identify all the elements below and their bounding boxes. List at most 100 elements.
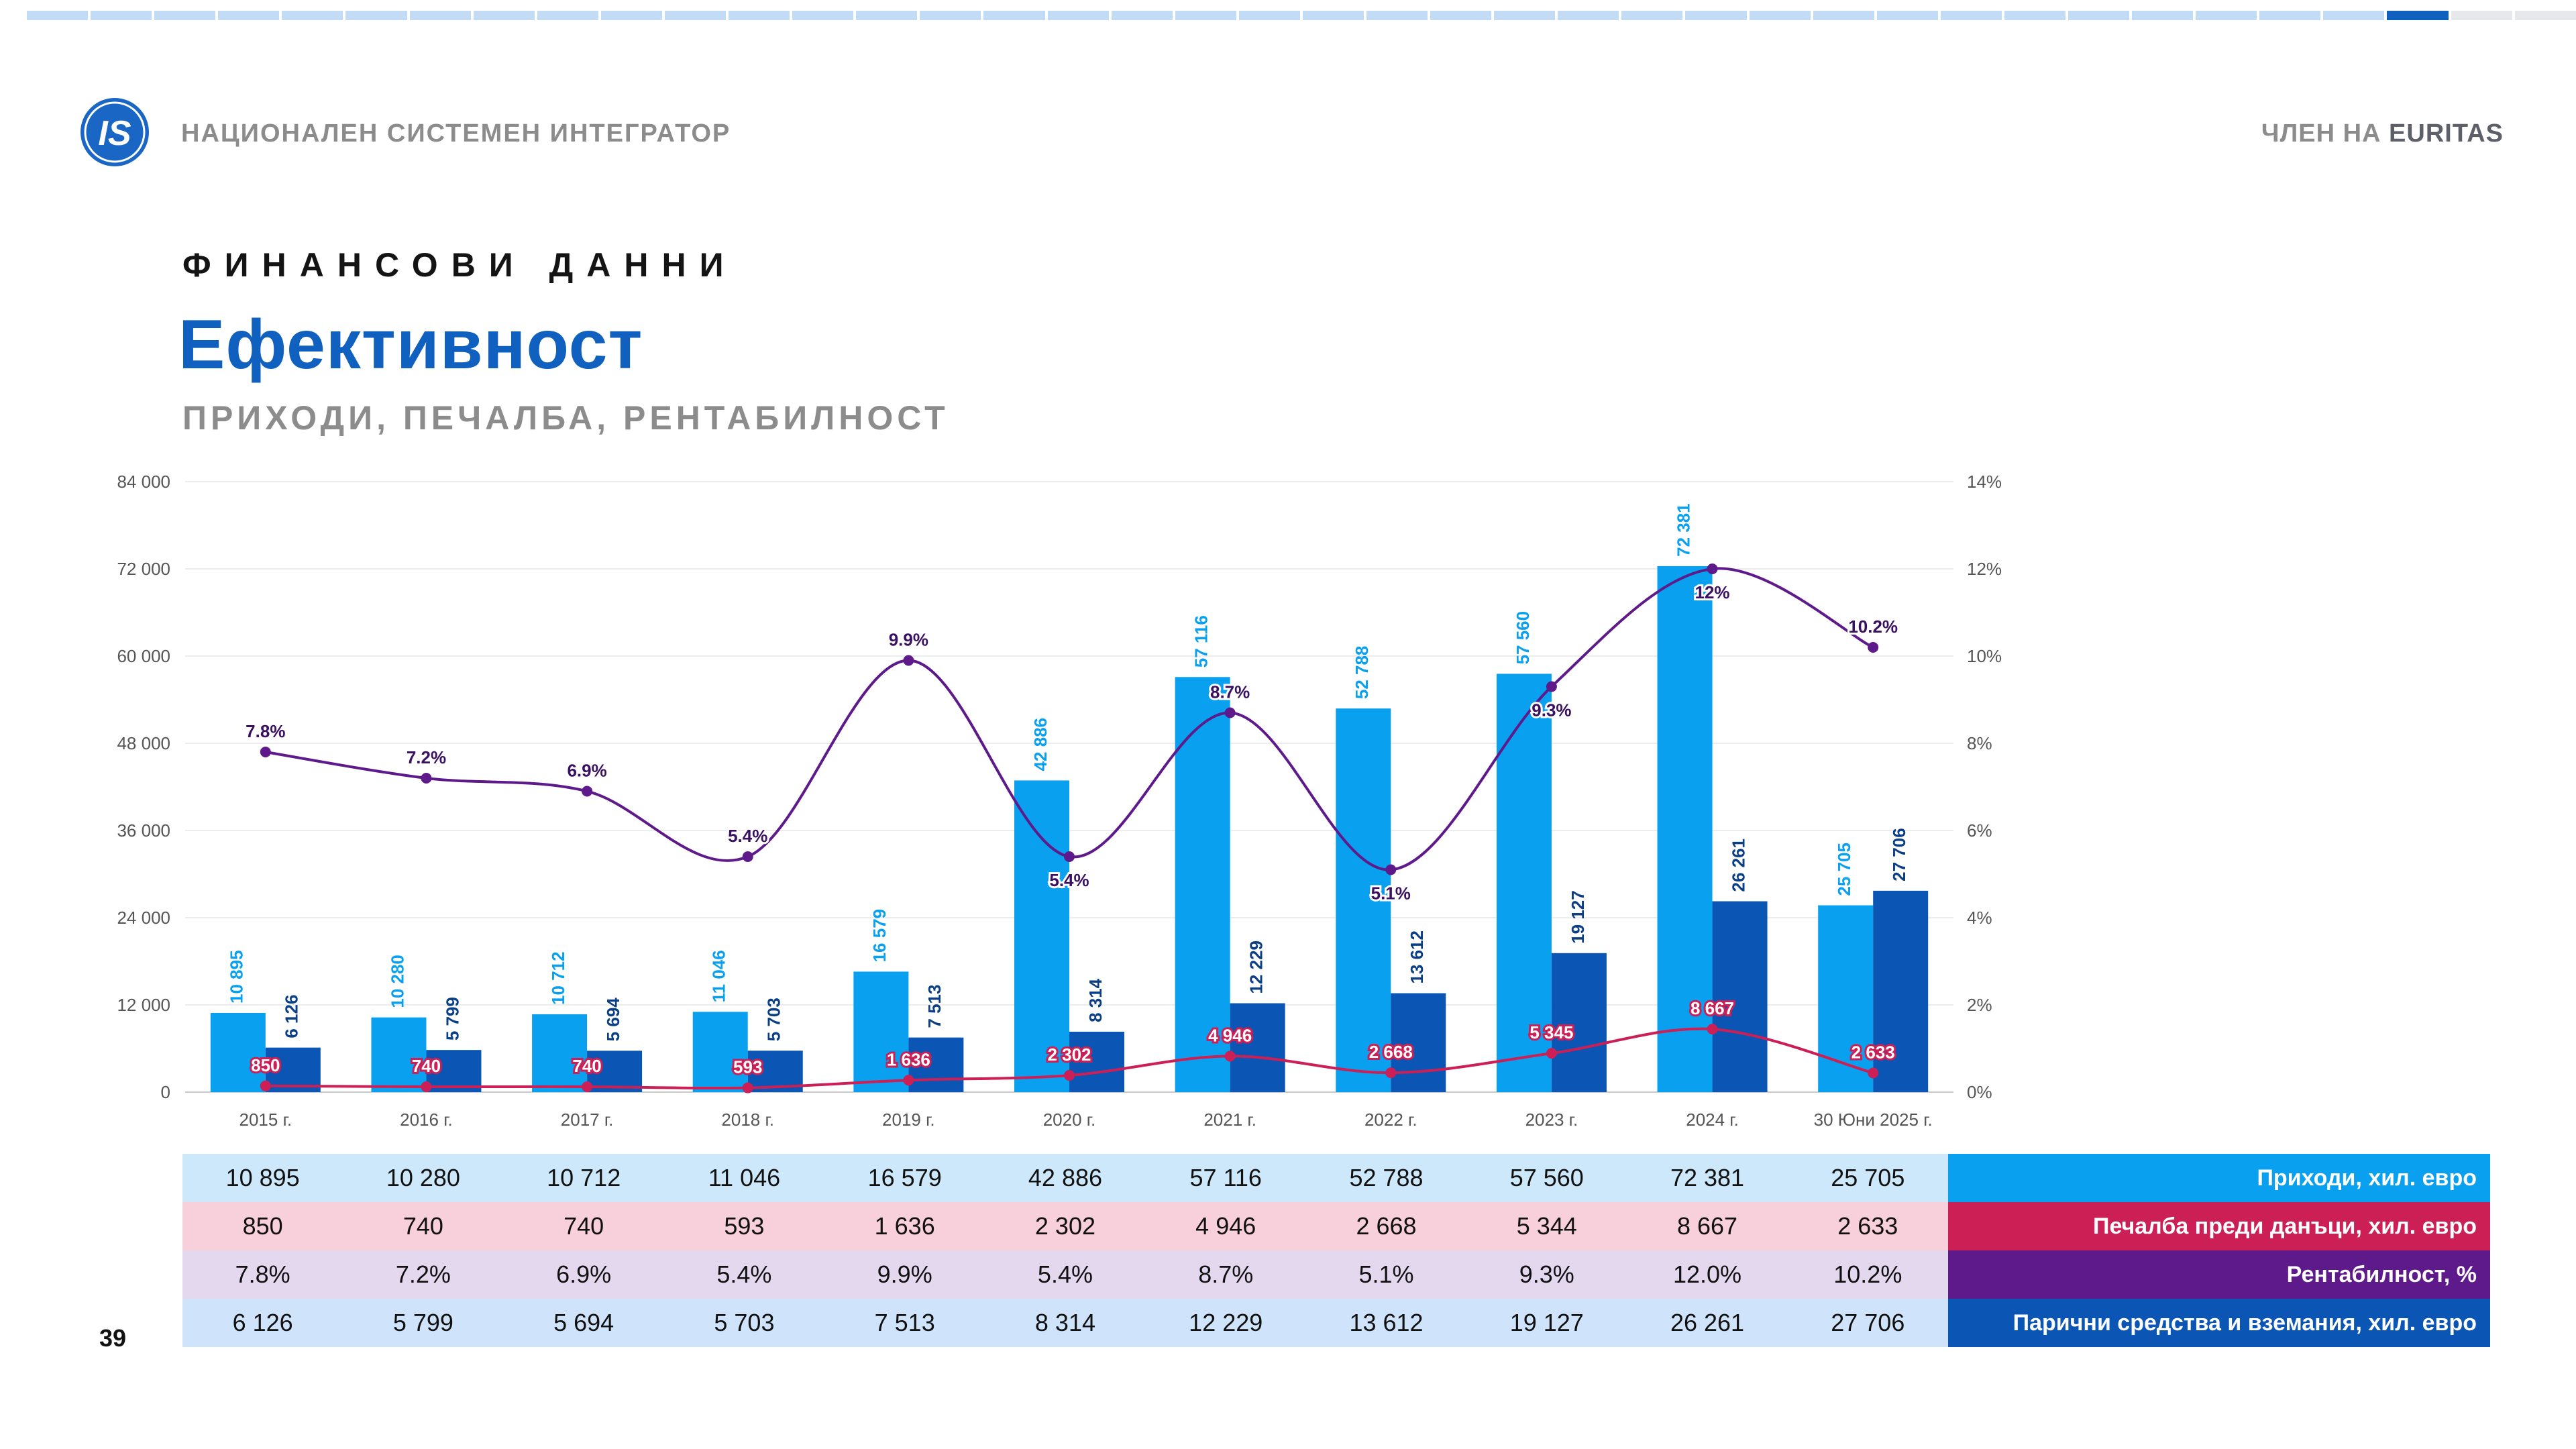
cash-bar: [1873, 890, 1929, 1092]
section-label: ФИНАНСОВИ ДАННИ: [182, 246, 737, 284]
profitability-label: 6.9%: [567, 761, 606, 781]
profit-point: [903, 1075, 914, 1086]
profit-label: 740: [412, 1056, 441, 1076]
profit-label: 4 946: [1208, 1025, 1252, 1045]
progress-segment: [1366, 11, 1428, 20]
table-cell: 72 381: [1670, 1164, 1745, 1191]
table-cell: 2 302: [1034, 1212, 1095, 1240]
table-cell: 12.0%: [1672, 1260, 1742, 1288]
progress-segment: [537, 11, 598, 20]
y2-tick-label: 4%: [1967, 908, 1992, 928]
profitability-point: [1064, 851, 1075, 862]
table-row-label: Приходи, хил. евро: [1948, 1154, 2490, 1202]
x-tick-label: 2016 г.: [400, 1110, 453, 1130]
progress-segment: [1047, 11, 1109, 20]
profit-point: [742, 1082, 753, 1093]
table-cell: 7.2%: [395, 1260, 451, 1288]
table-cell: 8 314: [1034, 1309, 1095, 1336]
table-cell: 740: [402, 1212, 443, 1240]
progress-segment: [1621, 11, 1683, 20]
y2-tick-label: 10%: [1967, 646, 2002, 666]
profitability-point: [742, 851, 753, 862]
revenue-label: 52 788: [1352, 646, 1372, 700]
profit-point: [1546, 1048, 1557, 1059]
table-cell: 6.9%: [556, 1260, 612, 1288]
table-row-label: Парични средства и вземания, хил. евро: [1948, 1299, 2490, 1347]
progress-segment: [1685, 11, 1747, 20]
table-values: 7.8% 7.2% 6.9% 5.4% 9.9% 5.4% 8.7% 5.1% 9.3% 12.0…: [182, 1250, 1948, 1299]
profitability-point: [1385, 864, 1397, 875]
profitability-point: [582, 786, 593, 797]
revenue-bar: [371, 1017, 427, 1092]
cash-bar: [426, 1050, 482, 1092]
cash-label: 7 513: [924, 985, 945, 1028]
profit-point: [582, 1081, 593, 1092]
table-cell: 57 116: [1189, 1164, 1262, 1191]
progress-segment: [983, 11, 1045, 20]
table-cell: 8.7%: [1198, 1260, 1254, 1288]
progress-segment: [920, 11, 981, 20]
table-row-cash: 6 126 5 799 5 694 5 703 7 513 8 314 12 229 13 6…: [182, 1299, 2490, 1347]
progress-segment: [282, 11, 343, 20]
table-cell: 1 636: [874, 1212, 935, 1240]
progress-segment: [1749, 11, 1811, 20]
x-tick-label: 2018 г.: [721, 1110, 774, 1130]
revenue-bar: [1336, 708, 1391, 1092]
financial-chart: 0 12 000 24 000 36 000 48 000 60 000 72 000 84 …: [117, 472, 2002, 1130]
cash-bar: [1230, 1003, 1285, 1092]
profit-label: 2 302: [1047, 1044, 1091, 1065]
profit-point: [1868, 1067, 1879, 1079]
revenue-bar: [1175, 677, 1230, 1092]
table-cell: 4 946: [1195, 1212, 1256, 1240]
table-cell: 27 706: [1831, 1309, 1905, 1336]
profit-label: 5 345: [1529, 1022, 1573, 1042]
table-cell: 10.2%: [1833, 1260, 1902, 1288]
financial-table: 10 895 10 280 10 712 11 046 16 579 42 886 57 1…: [182, 1154, 2490, 1347]
progress-segment: [2068, 11, 2130, 20]
profitability-point: [903, 655, 914, 666]
profitability-label: 9.9%: [889, 630, 928, 650]
cash-bar: [1712, 901, 1768, 1092]
x-tick-label: 2017 г.: [561, 1110, 614, 1130]
page-subtitle: ПРИХОДИ, ПЕЧАЛБА, РЕНТАБИЛНОСТ: [182, 399, 949, 437]
profitability-label: 10.2%: [1848, 616, 1898, 637]
progress-segment: [1175, 11, 1236, 20]
revenue-label: 16 579: [869, 909, 890, 963]
x-tick-label: 2015 г.: [239, 1110, 292, 1130]
table-cell: 5 344: [1516, 1212, 1577, 1240]
progress-segment: [2132, 11, 2194, 20]
cash-label: 19 127: [1568, 890, 1588, 944]
member-name: EURITAS: [2389, 119, 2504, 148]
profit-point: [1064, 1070, 1075, 1081]
cash-bar: [1551, 953, 1607, 1092]
table-cell: 5 694: [553, 1309, 614, 1336]
y2-tick-label: 8%: [1967, 733, 1992, 753]
progress-segment: [218, 11, 280, 20]
progress-segment: [1302, 11, 1364, 20]
table-cell: 16 579: [867, 1164, 942, 1191]
profitability-point: [421, 773, 432, 784]
revenue-label: 10 895: [227, 950, 247, 1004]
progress-segment: [792, 11, 854, 20]
revenue-label: 11 046: [709, 950, 729, 1002]
revenue-label: 25 705: [1834, 843, 1854, 896]
table-row-label: Печалба преди данъци, хил. евро: [1948, 1202, 2490, 1250]
table-cell: 57 560: [1509, 1164, 1584, 1191]
revenue-label: 42 886: [1030, 718, 1051, 771]
progress-segment: [1558, 11, 1619, 20]
revenue-bar: [210, 1012, 266, 1092]
progress-segment: [664, 11, 727, 20]
y-tick-label: 60 000: [117, 646, 170, 666]
revenue-bar: [1014, 780, 1069, 1092]
table-cell: 10 280: [386, 1164, 460, 1191]
company-name: НАЦИОНАЛЕН СИСТЕМЕН ИНТЕГРАТОР: [181, 119, 731, 148]
cash-bar: [1391, 993, 1446, 1092]
progress-segment: [27, 11, 89, 20]
profit-label: 8 667: [1690, 998, 1734, 1018]
progress-segment: [856, 11, 918, 20]
progress-segment: [473, 11, 535, 20]
profit-label: 2 633: [1851, 1042, 1895, 1062]
cash-label: 5 694: [603, 998, 623, 1042]
table-cell: 850: [242, 1212, 283, 1240]
table-row-revenue: 10 895 10 280 10 712 11 046 16 579 42 886 57 1…: [182, 1154, 2490, 1202]
